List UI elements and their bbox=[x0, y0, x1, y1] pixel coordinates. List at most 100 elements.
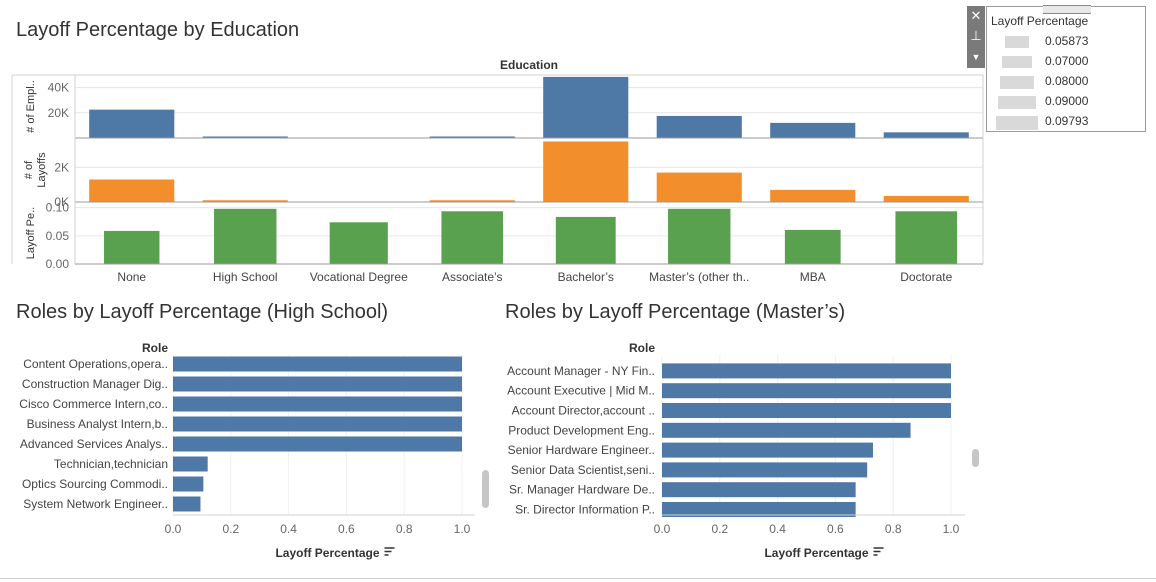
legend-item[interactable]: 0.09000 bbox=[987, 92, 1145, 110]
role-label: Account Executive | Mid M.. bbox=[507, 384, 655, 398]
dashboard-title: Layoff Percentage by Education bbox=[16, 19, 300, 41]
bar bbox=[883, 195, 969, 202]
role-label: Content Operations,opera.. bbox=[23, 357, 168, 371]
dropdown-icon[interactable]: ▼ bbox=[971, 52, 981, 62]
x-tick-label: 0.2 bbox=[222, 522, 239, 536]
legend-item[interactable]: 0.08000 bbox=[987, 72, 1145, 90]
bar bbox=[173, 436, 462, 452]
role-label: Optics Sourcing Commodi.. bbox=[22, 477, 168, 491]
close-icon[interactable]: ✕ bbox=[970, 8, 982, 23]
bar bbox=[662, 403, 951, 418]
legend-item[interactable]: 0.05873 bbox=[987, 32, 1145, 50]
role-label: Technician,technician bbox=[54, 457, 168, 471]
role-header: Role bbox=[629, 341, 655, 355]
legend-swatch bbox=[1005, 36, 1029, 48]
bar bbox=[89, 109, 175, 138]
bar bbox=[770, 189, 856, 202]
education-header: Education bbox=[500, 58, 558, 72]
y-tick-label: 0.05 bbox=[46, 229, 70, 243]
bar bbox=[329, 222, 388, 264]
legend-toolbar: ✕ ⊥ ▼ bbox=[967, 6, 985, 68]
legend-label: 0.09000 bbox=[1045, 94, 1089, 108]
x-tick-label: High School bbox=[213, 270, 278, 284]
masters-roles-chart: Role 0.0 0.2 0.4 0.6 0.8 1.0 Account Manager - … bbox=[507, 341, 979, 560]
bar bbox=[662, 462, 868, 478]
x-tick-label: MBA bbox=[800, 270, 826, 284]
y-tick-label: 0.00 bbox=[46, 257, 70, 271]
role-label: Construction Manager Dig.. bbox=[22, 377, 168, 391]
bar bbox=[173, 416, 462, 432]
legend-swatch bbox=[998, 96, 1036, 109]
y-tick-label: 40K bbox=[48, 81, 69, 95]
high-school-roles-title: Roles by Layoff Percentage (High School) bbox=[16, 301, 389, 323]
bar bbox=[173, 476, 204, 492]
y-tick-label: 0.10 bbox=[46, 201, 70, 215]
bar bbox=[883, 132, 969, 138]
bar bbox=[429, 136, 515, 138]
bar bbox=[662, 482, 856, 498]
bar bbox=[441, 211, 504, 264]
high-school-roles-chart: Role 0.0 0.2 0.4 0.6 0.8 1.0 Content Operations… bbox=[19, 341, 489, 560]
x-tick-label: Doctorate bbox=[900, 270, 952, 284]
bar bbox=[662, 363, 951, 379]
x-tick-label: Bachelor’s bbox=[558, 270, 614, 284]
legend-item[interactable]: 0.07000 bbox=[987, 52, 1145, 70]
bar bbox=[173, 376, 462, 392]
legend-label: 0.07000 bbox=[1045, 54, 1089, 68]
divider bbox=[0, 578, 1156, 579]
x-axis-label: Layoff Percentage bbox=[275, 546, 379, 560]
legend-swatch bbox=[1002, 56, 1032, 68]
role-label: Cisco Commerce Intern,co.. bbox=[19, 397, 168, 411]
x-tick-label: 0.2 bbox=[711, 522, 728, 536]
y-tick-label: 2K bbox=[54, 160, 69, 174]
x-tick-label: 0.0 bbox=[165, 522, 182, 536]
x-tick-label: 0.6 bbox=[338, 522, 355, 536]
bar bbox=[202, 136, 288, 138]
size-legend[interactable]: Layoff Percentage 0.05873 0.07000 0.0800… bbox=[986, 5, 1146, 132]
bar bbox=[555, 216, 616, 264]
bar bbox=[784, 229, 841, 264]
bar bbox=[656, 172, 742, 202]
bar bbox=[104, 230, 160, 264]
bar bbox=[89, 179, 175, 202]
role-label: Sr. Manager Hardware De.. bbox=[509, 483, 655, 497]
bar bbox=[173, 396, 462, 412]
scrollbar-thumb[interactable] bbox=[482, 470, 489, 508]
role-label: Senior Data Scientist,seni.. bbox=[511, 463, 655, 477]
legend-item[interactable]: 0.09793 bbox=[987, 112, 1145, 130]
pin-icon[interactable]: ⊥ bbox=[970, 28, 982, 43]
y-tick-label: 0K bbox=[54, 195, 69, 209]
legend-drag-handle[interactable] bbox=[1043, 5, 1091, 14]
bar bbox=[662, 422, 911, 438]
bar bbox=[656, 115, 742, 138]
role-label: Account Manager - NY Fin.. bbox=[507, 364, 655, 378]
x-tick-label: 0.8 bbox=[885, 522, 902, 536]
masters-roles-title: Roles by Layoff Percentage (Master’s) bbox=[505, 301, 846, 323]
role-label: Sr. Director Information P.. bbox=[515, 503, 655, 517]
role-header: Role bbox=[142, 341, 168, 355]
y-axis-label: # of bbox=[23, 160, 35, 179]
role-label: System Network Engineer.. bbox=[23, 497, 168, 511]
role-label: Advanced Services Analys.. bbox=[20, 437, 168, 451]
scrollbar-thumb[interactable] bbox=[972, 449, 979, 467]
x-tick-label: Vocational Degree bbox=[310, 270, 408, 284]
x-tick-label: 0.6 bbox=[827, 522, 844, 536]
bar bbox=[662, 383, 951, 399]
legend-swatch bbox=[1000, 76, 1034, 89]
role-label: Business Analyst Intern,b.. bbox=[27, 417, 168, 431]
x-tick-label: 0.4 bbox=[769, 522, 786, 536]
x-axis-label: Layoff Percentage bbox=[764, 546, 868, 560]
legend-swatch bbox=[996, 116, 1038, 130]
role-label: Account Director,account .. bbox=[512, 404, 655, 418]
bar bbox=[202, 200, 288, 202]
legend-label: 0.08000 bbox=[1045, 74, 1089, 88]
x-tick-label: None bbox=[117, 270, 146, 284]
y-tick-label: 20K bbox=[48, 106, 69, 120]
bar bbox=[173, 456, 208, 472]
x-tick-label: 1.0 bbox=[943, 522, 960, 536]
legend-label: 0.09793 bbox=[1045, 114, 1089, 128]
legend-label: 0.05873 bbox=[1045, 34, 1089, 48]
bar bbox=[214, 208, 277, 264]
bar bbox=[543, 76, 629, 138]
